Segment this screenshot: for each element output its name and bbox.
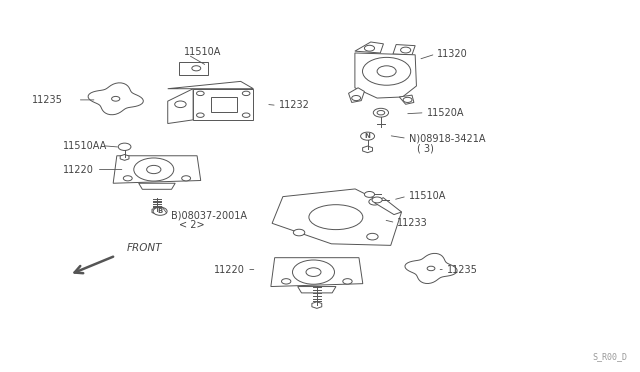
Polygon shape <box>363 146 372 153</box>
Text: FRONT: FRONT <box>127 243 162 253</box>
Polygon shape <box>168 89 193 124</box>
Polygon shape <box>349 88 364 102</box>
Circle shape <box>175 101 186 108</box>
Polygon shape <box>168 81 253 89</box>
Circle shape <box>364 45 374 51</box>
Text: 11232: 11232 <box>279 100 310 110</box>
Text: 11235: 11235 <box>447 264 478 275</box>
Polygon shape <box>393 45 415 55</box>
Circle shape <box>111 96 120 101</box>
Polygon shape <box>272 189 401 246</box>
Circle shape <box>134 158 174 181</box>
Circle shape <box>373 108 388 117</box>
Text: 11510A: 11510A <box>409 191 446 201</box>
Circle shape <box>243 91 250 96</box>
Polygon shape <box>113 156 201 183</box>
Polygon shape <box>271 258 363 286</box>
Text: 11320: 11320 <box>437 49 468 59</box>
Polygon shape <box>355 42 383 53</box>
Circle shape <box>367 233 378 240</box>
Circle shape <box>124 176 132 181</box>
Polygon shape <box>120 154 129 160</box>
Text: 11520A: 11520A <box>427 108 464 118</box>
Circle shape <box>118 143 131 150</box>
Polygon shape <box>312 302 322 308</box>
Polygon shape <box>405 253 457 283</box>
Text: 11220: 11220 <box>214 264 245 275</box>
Circle shape <box>292 260 335 284</box>
Circle shape <box>377 110 385 115</box>
Text: 11510A: 11510A <box>184 47 221 57</box>
Text: B)08037-2001A: B)08037-2001A <box>171 210 247 220</box>
Circle shape <box>282 279 291 284</box>
Circle shape <box>377 66 396 77</box>
Text: N)08918-3421A: N)08918-3421A <box>409 134 485 143</box>
Polygon shape <box>193 89 253 120</box>
Polygon shape <box>399 95 414 104</box>
Circle shape <box>401 47 411 53</box>
Circle shape <box>293 229 305 236</box>
Circle shape <box>362 57 411 85</box>
Text: B: B <box>157 208 163 214</box>
Circle shape <box>343 279 352 284</box>
Polygon shape <box>298 286 336 293</box>
Polygon shape <box>179 62 208 76</box>
Polygon shape <box>152 208 162 214</box>
Polygon shape <box>88 83 143 115</box>
Circle shape <box>364 192 374 198</box>
Circle shape <box>306 268 321 276</box>
Polygon shape <box>211 97 237 112</box>
Text: < 2>: < 2> <box>179 220 205 230</box>
Text: N: N <box>365 133 371 139</box>
Polygon shape <box>355 53 417 98</box>
Circle shape <box>192 66 201 71</box>
Polygon shape <box>139 183 175 189</box>
Circle shape <box>147 166 161 174</box>
Circle shape <box>360 132 374 140</box>
Ellipse shape <box>309 205 363 230</box>
Circle shape <box>369 198 380 205</box>
Circle shape <box>352 96 360 100</box>
Circle shape <box>427 266 435 271</box>
Polygon shape <box>374 198 401 215</box>
Text: S_R00_D: S_R00_D <box>593 352 628 361</box>
Text: 11510AA: 11510AA <box>63 141 108 151</box>
Circle shape <box>196 113 204 118</box>
Text: 11235: 11235 <box>32 95 63 105</box>
Circle shape <box>153 207 167 215</box>
Circle shape <box>182 176 191 181</box>
Circle shape <box>403 97 412 102</box>
Text: 11233: 11233 <box>397 218 428 228</box>
Circle shape <box>196 91 204 96</box>
Text: 11220: 11220 <box>63 164 94 174</box>
Circle shape <box>243 113 250 118</box>
Circle shape <box>372 197 382 203</box>
Text: ( 3): ( 3) <box>417 143 434 153</box>
